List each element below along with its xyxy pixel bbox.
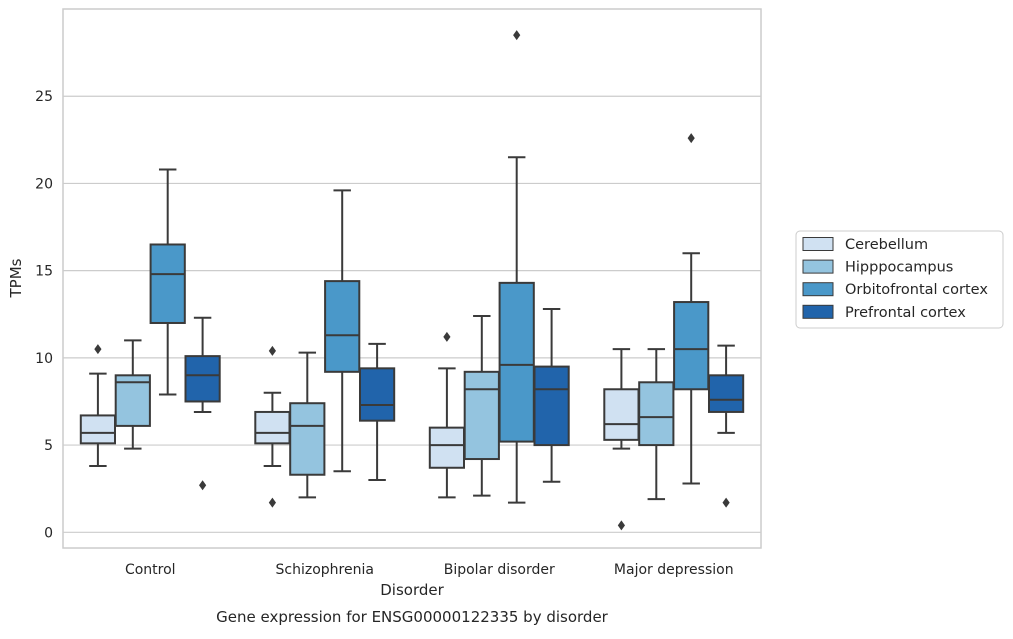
legend-label: Prefrontal cortex: [845, 305, 966, 321]
box-element: [184, 316, 221, 491]
box-iqr: [463, 370, 500, 461]
legend-swatch: [802, 304, 834, 319]
box-iqr: [603, 388, 640, 441]
legend-swatch: [802, 282, 834, 297]
outlier-point: [617, 520, 625, 531]
outlier-point: [94, 344, 102, 355]
y-tick-label: 15: [35, 264, 53, 280]
box-element: [498, 30, 535, 504]
y-tick-label: 0: [44, 525, 53, 541]
legend-label: Hipppocampus: [845, 260, 953, 276]
legend-swatch: [802, 259, 834, 274]
legend-label: Orbitofrontal cortex: [845, 282, 988, 298]
box-iqr: [707, 374, 745, 413]
x-tick-label: Control: [125, 562, 176, 578]
outlier-point: [513, 30, 521, 41]
series-prefrontal-cortex: [184, 308, 745, 508]
legend-items: Cerebellum Hipppocampus Orbitofrontal cort…: [802, 237, 988, 321]
box-element: [254, 345, 291, 508]
series-cerebellum: [79, 331, 640, 531]
outlier-point: [199, 480, 207, 491]
legend: Cerebellum Hipppocampus Orbitofrontal cort…: [795, 230, 1004, 329]
box-iqr: [533, 365, 570, 447]
box-iqr: [324, 280, 361, 373]
box-element: [463, 315, 500, 497]
box-element: [707, 344, 745, 508]
box-element: [428, 331, 466, 499]
y-tick-label: 25: [35, 89, 53, 105]
box-iqr: [149, 243, 186, 324]
box-element: [149, 168, 186, 396]
y-tick-label: 5: [44, 438, 53, 454]
x-tick-label: Schizophrenia: [276, 562, 374, 578]
legend-frame: [795, 230, 1004, 329]
box-iqr: [358, 367, 396, 422]
y-tick-label: 10: [35, 351, 53, 367]
box-element: [603, 348, 640, 531]
box-element: [638, 348, 675, 501]
box-element: [533, 308, 570, 483]
x-tick-label: Major depression: [614, 562, 734, 578]
x-axis-label: Disorder: [380, 581, 444, 599]
box-element: [673, 133, 710, 485]
x-tick-labels: Control Schizophrenia Bipolar disorder Majo…: [125, 562, 734, 578]
y-tick-labels: 0 5 10 15 20 25: [35, 89, 53, 541]
series-orbitofrontal-cortex: [149, 30, 710, 504]
box-iqr: [184, 355, 221, 403]
box-iqr: [254, 410, 291, 445]
y-axis-label: TPMs: [7, 258, 25, 298]
box-element: [289, 351, 326, 499]
chart-caption: Gene expression for ENSG00000122335 by d…: [216, 608, 609, 626]
box-iqr: [498, 281, 535, 443]
outlier-point: [722, 497, 730, 508]
outlier-point: [268, 345, 276, 356]
outlier-point: [687, 133, 695, 144]
box-iqr: [114, 374, 151, 427]
legend-label: Cerebellum: [845, 237, 928, 253]
legend-swatch: [802, 237, 834, 251]
outlier-point: [443, 331, 451, 342]
box-element: [358, 342, 396, 481]
outlier-point: [268, 497, 276, 508]
box-iqr: [289, 402, 326, 476]
box-element: [114, 339, 151, 450]
plot-frame: [62, 8, 762, 549]
box-iqr: [79, 414, 117, 445]
box-iqr: [638, 381, 675, 447]
box-iqr: [673, 301, 710, 391]
box-element: [324, 189, 361, 473]
y-tick-label: 20: [35, 176, 53, 192]
x-tick-label: Bipolar disorder: [444, 562, 555, 578]
box-element: [79, 344, 117, 468]
boxes-layer: [79, 30, 745, 531]
box-iqr: [428, 426, 466, 469]
